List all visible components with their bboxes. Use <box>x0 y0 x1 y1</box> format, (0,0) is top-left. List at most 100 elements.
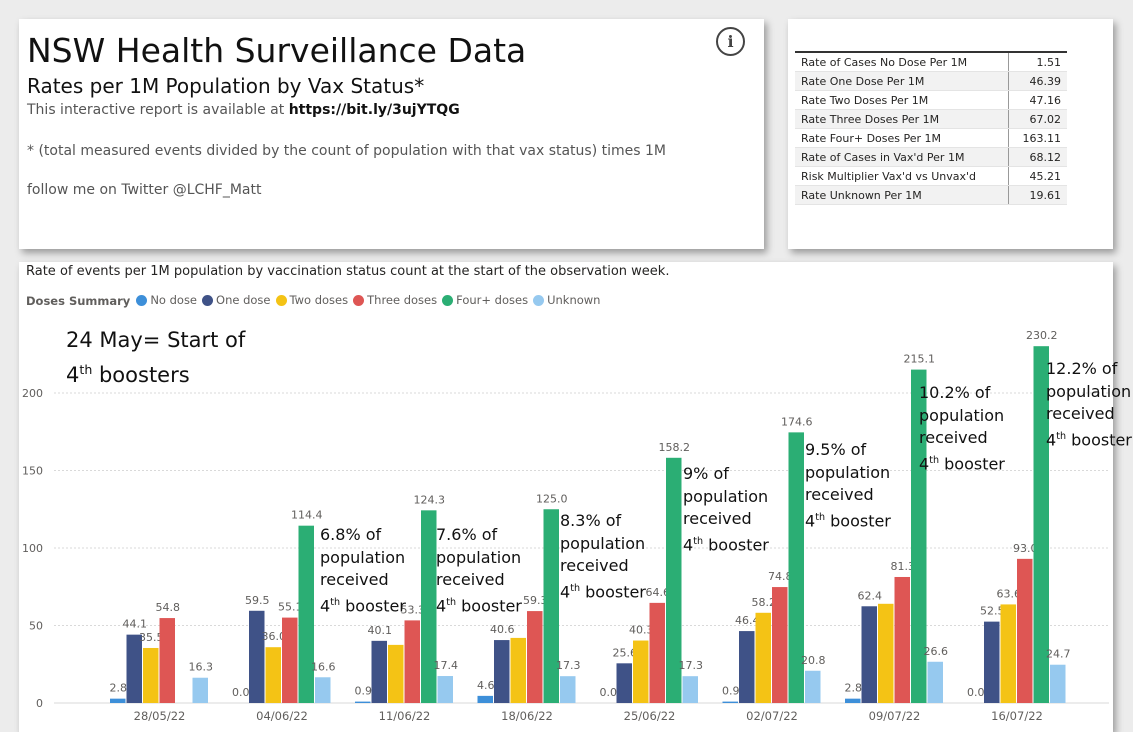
report-line: This interactive report is available at … <box>27 102 460 118</box>
summary-value: 19.61 <box>1008 185 1067 205</box>
x-tick-label: 11/06/22 <box>379 709 431 723</box>
data-label: 17.3 <box>679 659 704 672</box>
bar <box>282 617 298 703</box>
data-label: 59.5 <box>245 594 270 607</box>
bar <box>404 620 420 703</box>
summary-row: Rate Two Doses Per 1M 47.16 <box>795 90 1067 110</box>
bar <box>298 525 314 703</box>
legend-item[interactable]: No dose <box>136 293 197 307</box>
twitter-line: follow me on Twitter @LCHF_Matt <box>27 182 262 198</box>
legend-label: One dose <box>216 293 271 307</box>
booster-note: 7.6% of population received 4th booster <box>436 525 522 615</box>
data-label: 63.6 <box>997 587 1022 600</box>
bar <box>894 576 910 703</box>
data-label: 55.1 <box>278 601 303 614</box>
report-line-text: This interactive report is available at <box>27 102 285 118</box>
data-label: 64.6 <box>646 586 671 599</box>
summary-row: Rate Unknown Per 1M 19.61 <box>795 185 1067 205</box>
bar <box>911 369 927 703</box>
data-label: 0.0 <box>967 686 985 699</box>
booster-note: 6.8% of population received 4th booster <box>320 525 406 615</box>
booster-note: 9.5% of population received 4th booster <box>805 440 891 530</box>
data-label: 17.4 <box>434 659 459 672</box>
y-tick-label: 150 <box>22 465 43 478</box>
data-label: 25.6 <box>613 646 638 659</box>
data-label: 74.8 <box>768 570 793 583</box>
report-link[interactable]: https://bit.ly/3ujYTQG <box>288 102 460 118</box>
bar <box>805 670 821 703</box>
data-label: 59.3 <box>523 594 548 607</box>
bar <box>371 640 387 703</box>
bar <box>355 701 371 703</box>
y-tick-label: 50 <box>29 620 43 633</box>
legend-item[interactable]: Four+ doses <box>442 293 528 307</box>
summary-value: 46.39 <box>1008 71 1067 91</box>
data-label: 2.8 <box>845 682 863 695</box>
legend-swatch <box>442 294 454 306</box>
bar <box>682 676 698 703</box>
legend-title: Doses Summary <box>26 293 131 308</box>
summary-row: Rate One Dose Per 1M 46.39 <box>795 71 1067 91</box>
bar <box>560 676 576 703</box>
x-tick-label: 09/07/22 <box>869 709 921 723</box>
x-tick-label: 16/07/22 <box>991 709 1043 723</box>
legend-swatch <box>353 294 365 306</box>
summary-value: 163.11 <box>1008 128 1067 148</box>
data-label: 17.3 <box>556 659 581 672</box>
chart-legend: Doses Summary No dose One dose Two doses Th… <box>26 293 605 309</box>
booster-start-note: 24 May= Start of 4th boosters <box>66 326 245 390</box>
data-label: 125.0 <box>536 492 568 505</box>
data-label: 44.1 <box>123 618 148 631</box>
bar <box>666 457 682 703</box>
bar <box>265 647 281 703</box>
header-card: NSW Health Surveillance Data Rates per 1… <box>19 19 764 249</box>
legend-item[interactable]: Three doses <box>353 293 437 307</box>
bar <box>510 637 526 703</box>
summary-label: Rate of Cases No Dose Per 1M <box>795 52 1009 72</box>
bar <box>772 587 788 703</box>
data-label: 58.2 <box>752 596 777 609</box>
data-label: 24.7 <box>1046 648 1071 661</box>
data-label: 114.4 <box>291 509 323 522</box>
data-label: 158.2 <box>659 441 691 454</box>
bar <box>494 640 510 703</box>
data-label: 16.6 <box>311 660 336 673</box>
booster-start-line2: 4th boosters <box>66 362 190 387</box>
y-tick-label: 100 <box>22 542 43 555</box>
y-tick-label: 0 <box>36 697 43 710</box>
data-label: 0.0 <box>232 686 250 699</box>
page-subtitle: Rates per 1M Population by Vax Status* <box>27 74 425 98</box>
info-icon[interactable]: i <box>716 27 745 56</box>
bar <box>984 621 1000 703</box>
x-tick-label: 18/06/22 <box>501 709 553 723</box>
legend-item[interactable]: Unknown <box>533 293 600 307</box>
legend-item[interactable]: Two doses <box>275 293 348 307</box>
summary-label: Rate Four+ Doses Per 1M <box>795 128 1009 148</box>
summary-value: 68.12 <box>1008 147 1067 167</box>
bar-chart: 0 50 100 150 200 2.8 44.135.5 54.8 16.3 28/05/22 0… <box>22 329 1109 723</box>
bar <box>739 631 755 703</box>
data-label: 40.6 <box>490 623 515 636</box>
x-tick-label: 28/05/22 <box>134 709 186 723</box>
bar <box>543 509 559 703</box>
summary-row: Rate of Cases No Dose Per 1M 1.51 <box>795 52 1067 72</box>
chart-title: Rate of events per 1M population by vacc… <box>26 264 670 279</box>
bar <box>110 698 126 703</box>
booster-note: 9% of population received 4th booster <box>683 464 769 554</box>
bar <box>421 510 437 703</box>
bar <box>388 644 404 703</box>
legend-item[interactable]: One dose <box>202 293 271 307</box>
legend-label: Unknown <box>547 293 601 307</box>
bar <box>1033 346 1049 703</box>
summary-card: Rate of Cases No Dose Per 1M 1.51 Rate One… <box>788 19 1113 249</box>
data-label: 174.6 <box>781 415 813 428</box>
summary-row: Rate Four+ Doses Per 1M 163.11 <box>795 128 1067 148</box>
summary-value: 47.16 <box>1008 90 1067 110</box>
bar <box>527 611 543 703</box>
legend-swatch <box>533 294 545 306</box>
booster-note: 8.3% of population received 4th booster <box>560 511 646 601</box>
bar <box>315 677 331 703</box>
data-label: 215.1 <box>904 353 936 366</box>
chart-card: Rate of events per 1M population by vacc… <box>19 262 1132 732</box>
legend-label: Four+ doses <box>456 293 529 307</box>
